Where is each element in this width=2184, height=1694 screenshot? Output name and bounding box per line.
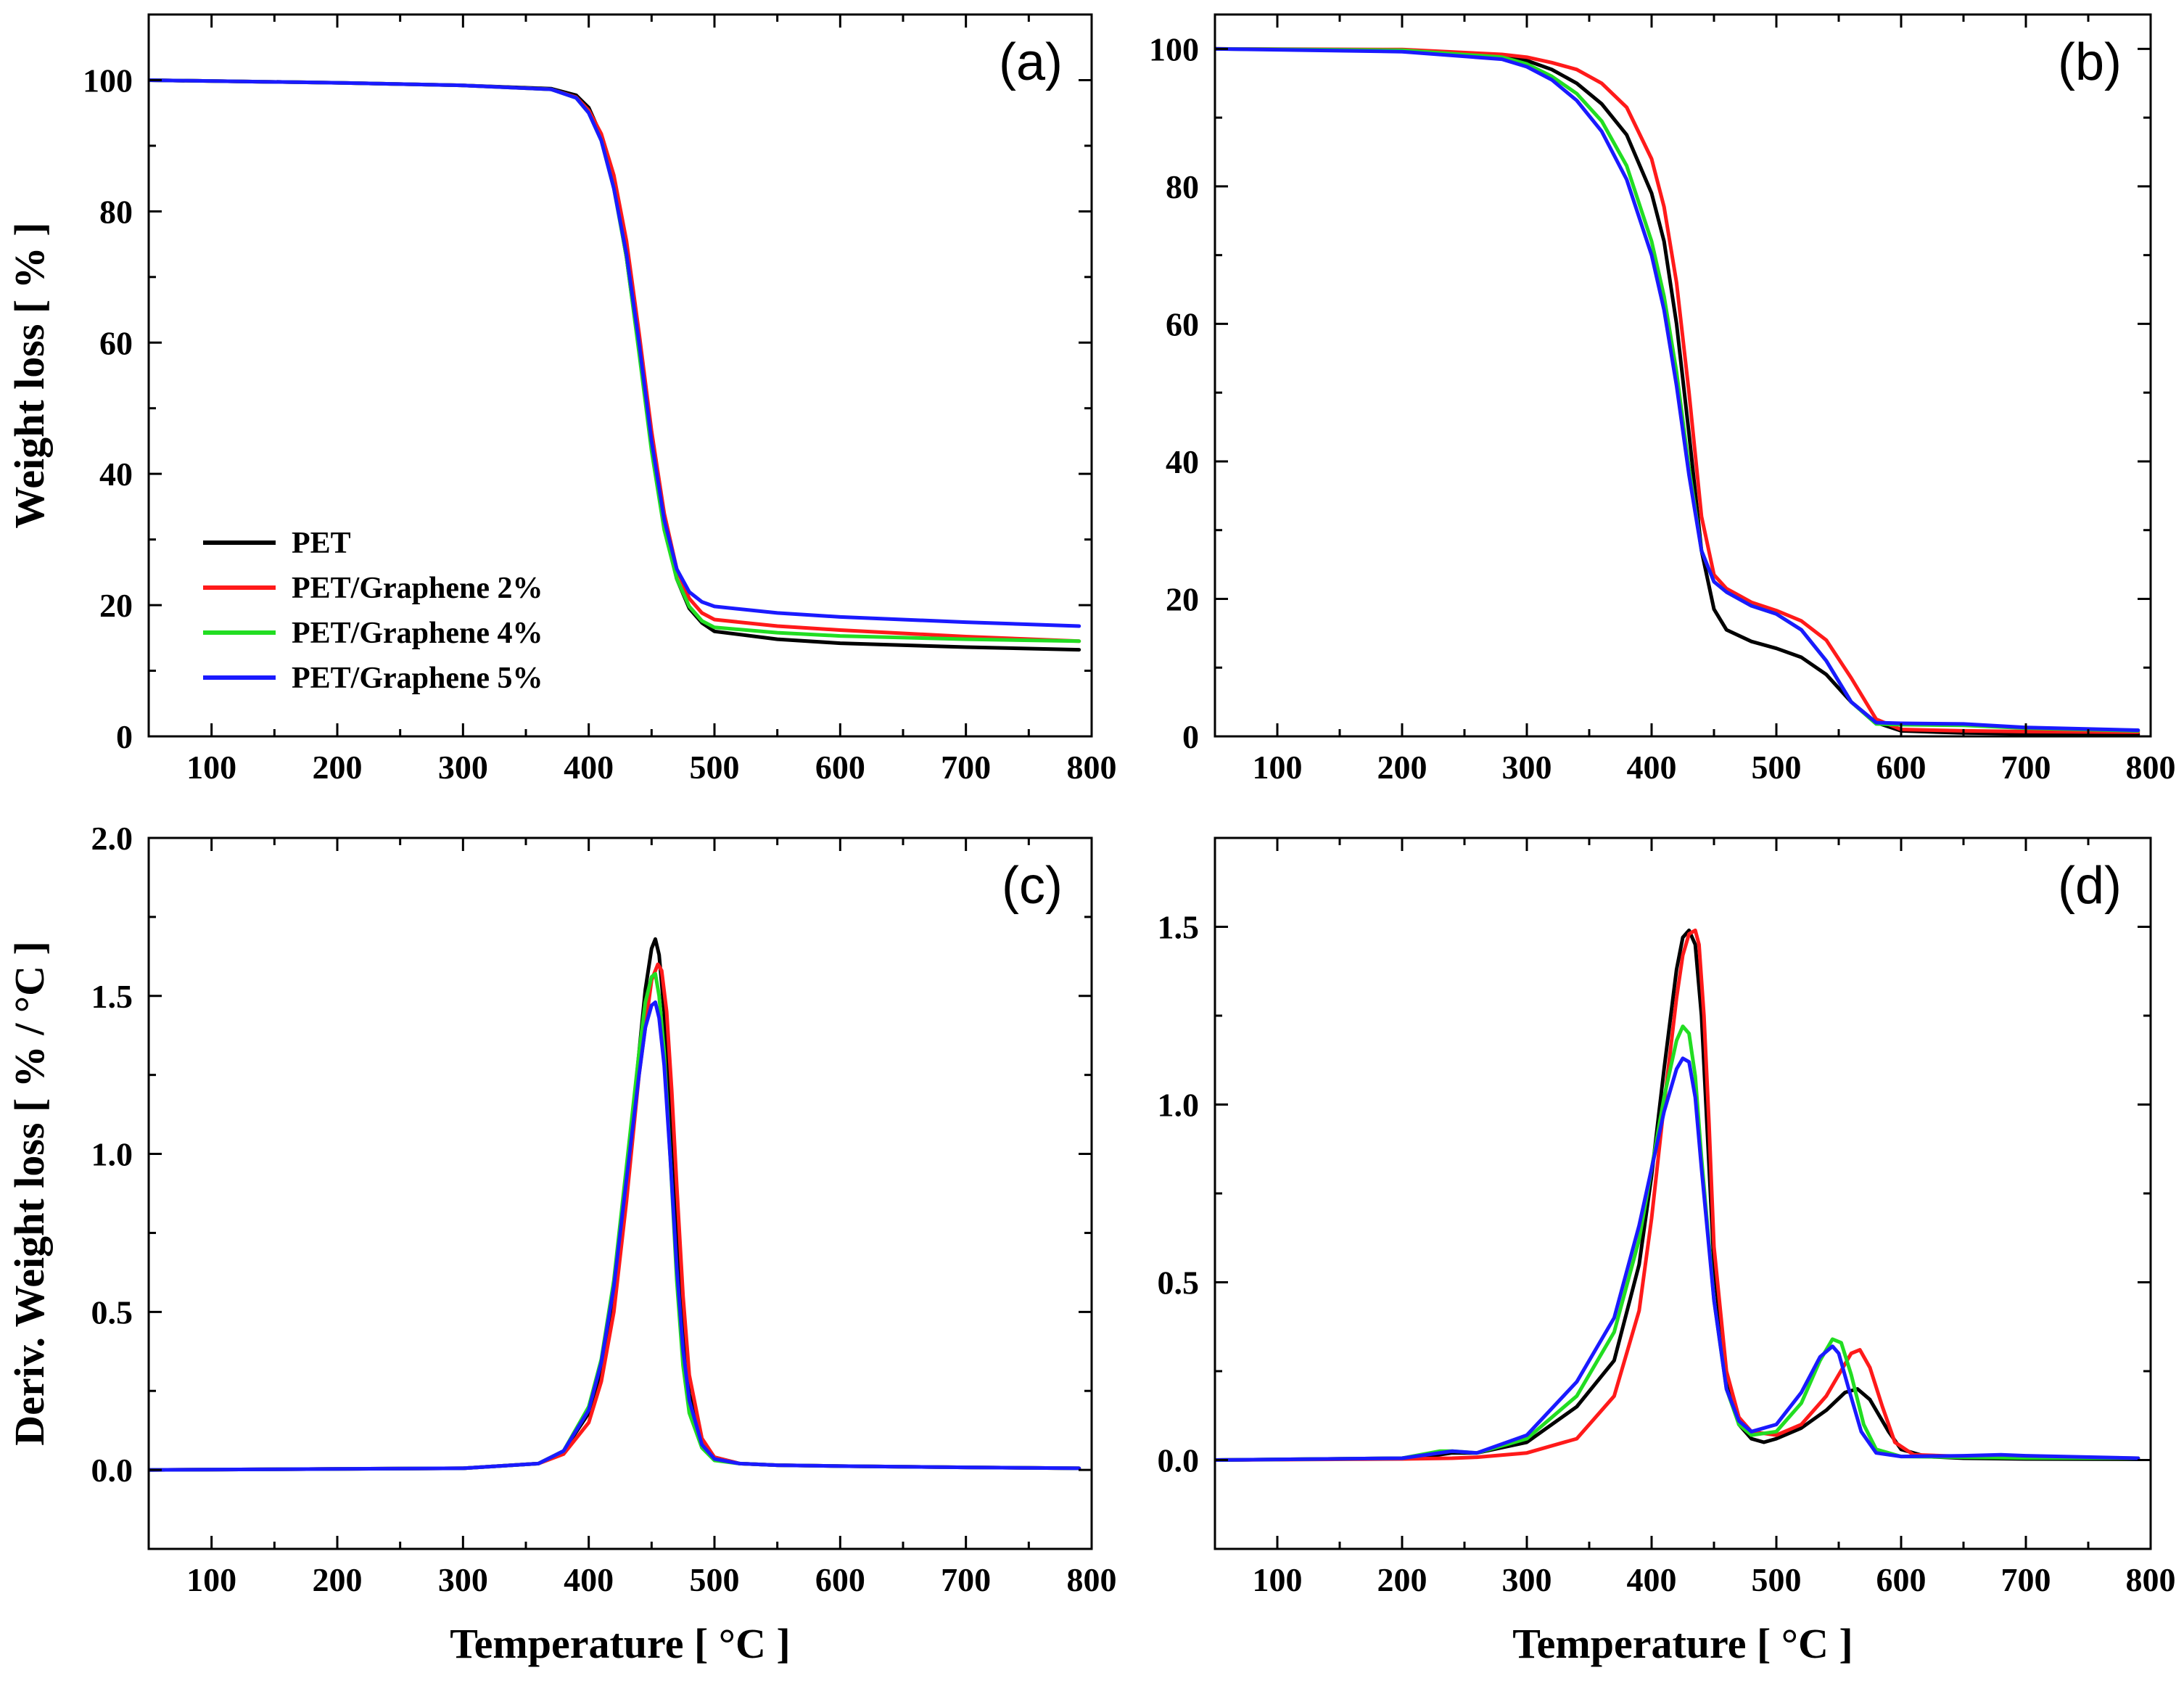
y-tick-label: 60 — [1166, 305, 1199, 342]
y-tick-label: 0 — [1182, 718, 1199, 755]
x-tick-label: 600 — [1876, 1561, 1927, 1598]
x-tick-label: 400 — [1627, 749, 1677, 786]
y-tick-label: 40 — [1166, 443, 1199, 480]
x-axis-title: Temperature [ °C ] — [1512, 1620, 1853, 1667]
y-tick-label: 0 — [116, 718, 133, 755]
x-tick-label: 700 — [2001, 749, 2051, 786]
y-tick-label: 1.0 — [91, 1136, 133, 1173]
x-tick-label: 700 — [941, 1561, 991, 1598]
plot-frame — [147, 13, 1093, 738]
legend-label: PET/Graphene 5% — [292, 662, 543, 695]
x-tick-label: 200 — [313, 749, 363, 786]
panel-label: (c) — [1002, 857, 1063, 915]
y-tick-label: 0.0 — [1158, 1442, 1200, 1479]
y-axis-title: Weight loss [ % ] — [6, 222, 53, 528]
x-tick-label: 600 — [815, 1561, 865, 1598]
x-tick-label: 400 — [1627, 1561, 1677, 1598]
x-tick-label: 100 — [1253, 749, 1303, 786]
y-axis-title: Deriv. Weight loss [ % / °C ] — [6, 941, 53, 1446]
x-tick-label: 300 — [1502, 749, 1552, 786]
panel-label: (d) — [2058, 857, 2122, 915]
y-tick-label: 60 — [99, 324, 133, 361]
series-line-c-1 — [149, 962, 1081, 1472]
y-tick-label: 20 — [1166, 580, 1199, 617]
x-tick-label: 800 — [1067, 1561, 1117, 1598]
x-tick-label: 600 — [815, 749, 865, 786]
series-line-c-0 — [149, 937, 1081, 1472]
x-tick-label: 500 — [1752, 749, 1802, 786]
x-tick-label: 300 — [438, 1561, 488, 1598]
y-tick-label: 100 — [1149, 30, 1199, 67]
x-tick-label: 200 — [313, 1561, 363, 1598]
series-line-c-3 — [149, 1000, 1081, 1472]
x-tick-label: 700 — [2001, 1561, 2051, 1598]
y-tick-label: 40 — [99, 456, 133, 493]
x-tick-label: 200 — [1377, 1561, 1427, 1598]
x-tick-label: 200 — [1377, 749, 1427, 786]
x-tick-label: 700 — [941, 749, 991, 786]
x-tick-label: 800 — [2126, 1561, 2176, 1598]
y-tick-label: 20 — [99, 587, 133, 624]
y-tick-label: 100 — [83, 62, 133, 99]
y-tick-label: 80 — [99, 193, 133, 230]
legend-label: PET — [292, 527, 351, 560]
y-tick-label: 1.5 — [91, 978, 133, 1015]
y-tick-label: 0.0 — [91, 1452, 133, 1489]
x-tick-label: 500 — [690, 1561, 740, 1598]
panel-label: (a) — [999, 33, 1063, 91]
plot-frame — [147, 836, 1093, 1550]
x-tick-label: 300 — [438, 749, 488, 786]
series-line-a-3 — [149, 78, 1081, 628]
y-tick-label: 0.5 — [1158, 1265, 1200, 1302]
series-line-d-2 — [1215, 1024, 2140, 1462]
legend: PET PET/Graphene 2% PET/Graphene 4% PET/Gra… — [203, 527, 543, 695]
x-tick-label: 100 — [1253, 1561, 1303, 1598]
panel-c: 100 200 300 400 500 600 700 800 0.0 0.5 1.0 1.5 2.0 (… — [6, 820, 1117, 1667]
panel-a: 100 200 300 400 500 600 700 800 0 20 40 60 80 100 (a) W… — [6, 13, 1117, 786]
y-tick-label: 80 — [1166, 168, 1199, 205]
y-tick-label: 2.0 — [91, 820, 133, 857]
series-line-b-3 — [1215, 46, 2140, 732]
panel-b: 100 200 300 400 500 600 700 800 0 20 40 60 80 100 (b) — [1149, 13, 2176, 786]
x-axis-title: Temperature [ °C ] — [450, 1620, 790, 1667]
series-line-a-2 — [149, 78, 1081, 644]
panel-label: (b) — [2058, 33, 2122, 91]
x-tick-label: 400 — [564, 749, 614, 786]
y-tick-label: 0.5 — [91, 1294, 133, 1331]
x-tick-label: 100 — [186, 1561, 236, 1598]
x-tick-label: 800 — [2126, 749, 2176, 786]
legend-label: PET/Graphene 4% — [292, 617, 543, 650]
x-tick-label: 400 — [564, 1561, 614, 1598]
x-tick-label: 500 — [1752, 1561, 1802, 1598]
x-tick-label: 300 — [1502, 1561, 1552, 1598]
y-tick-label: 1.0 — [1158, 1087, 1200, 1124]
legend-label: PET/Graphene 2% — [292, 572, 543, 605]
series-line-b-1 — [1215, 46, 2140, 734]
x-tick-label: 500 — [690, 749, 740, 786]
series-line-c-2 — [149, 971, 1081, 1472]
series-line-d-3 — [1215, 1056, 2140, 1462]
x-tick-label: 800 — [1067, 749, 1117, 786]
x-tick-label: 600 — [1876, 749, 1927, 786]
series-line-a-1 — [149, 78, 1081, 644]
panel-d: 100 200 300 400 500 600 700 800 0.0 0.5 1.0 1.5 (d) T… — [1158, 836, 2176, 1667]
series-line-d-1 — [1215, 928, 2140, 1462]
plot-frame — [1213, 13, 2152, 738]
x-tick-label: 100 — [186, 749, 236, 786]
series-line-a-0 — [149, 78, 1081, 652]
y-tick-label: 1.5 — [1158, 909, 1200, 946]
